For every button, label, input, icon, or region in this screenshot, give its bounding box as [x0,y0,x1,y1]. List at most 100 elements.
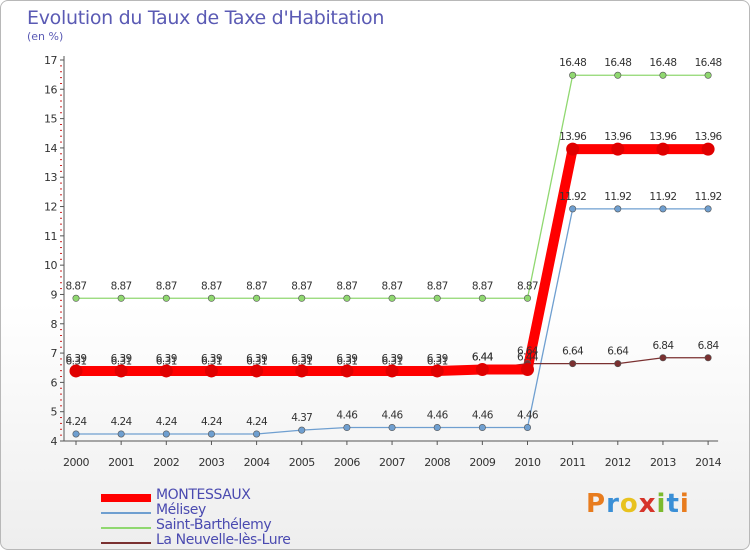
x-tick-label: 2012 [605,456,631,469]
data-label: 8.87 [156,280,177,292]
data-point [521,362,534,376]
series-lines [76,74,709,435]
data-label: 4.24 [111,416,133,428]
data-label: 11.92 [559,191,586,203]
y-tick-label: 4 [51,435,58,448]
data-label: 6.39 [336,353,357,365]
data-point [478,424,486,432]
data-label: 11.92 [649,191,676,203]
data-label: 6.39 [156,353,177,365]
data-point [298,426,306,434]
data-label: 8.87 [66,280,87,292]
data-point [569,205,577,213]
data-point [343,294,351,302]
y-tick-label: 12 [44,201,57,214]
x-tick-label: 2000 [63,456,89,469]
logo-letter: t [666,489,680,519]
data-point [253,294,261,302]
data-label: 8.87 [472,280,493,292]
data-point [250,364,264,378]
x-tick-label: 2008 [424,456,450,469]
x-tick-label: 2004 [244,456,270,469]
data-label: 6.39 [291,353,312,365]
legend-label: Mélisey [156,502,206,518]
data-label: 6.64 [607,346,629,358]
data-point [478,294,486,302]
data-point [162,430,170,438]
data-label: 6.31 [156,355,177,367]
data-point [704,205,712,213]
data-label: 8.87 [517,280,538,292]
data-label: 4.46 [472,410,494,422]
data-label: 6.84 [698,340,720,352]
legend-swatch [101,494,151,502]
data-point [114,364,128,378]
data-point [659,354,667,362]
data-label: 8.87 [336,280,357,292]
data-label: 4.37 [291,412,312,424]
data-point [656,142,670,156]
data-point [433,424,441,432]
series-line-0 [76,144,709,376]
data-label: 4.46 [382,410,404,422]
data-point [566,142,580,156]
logo-letter: o [619,489,639,519]
data-label: 6.39 [201,353,222,365]
data-point [72,294,80,302]
data-label: 6.44 [517,351,539,363]
data-point [162,294,170,302]
data-point [475,362,489,376]
data-point [569,360,577,368]
data-label: 8.87 [111,280,132,292]
data-point [388,294,396,302]
x-tick-label: 2001 [108,456,134,469]
data-label: 6.64 [517,346,539,358]
y-tick-label: 5 [51,406,58,419]
data-point [659,205,667,213]
data-label: 6.39 [427,353,448,365]
data-label: 4.46 [427,410,449,422]
data-point [704,71,712,79]
data-point [69,364,83,378]
legend-swatch [101,542,151,544]
data-point [117,294,125,302]
data-point [207,430,215,438]
data-point [614,360,622,368]
data-label: 4.46 [336,410,358,422]
data-point [614,71,622,79]
data-label: 6.44 [472,351,494,363]
data-labels: 4.24 4.24 4.24 4.24 4.24 4.37 4.46 4.46 4.46 4.46… [66,57,724,428]
data-label: 6.31 [291,355,312,367]
proxiti-logo: Proxiti [586,489,690,519]
data-label: 11.92 [695,191,722,203]
data-point [117,430,125,438]
data-point [523,294,531,302]
x-tick-label: 2011 [560,456,586,469]
data-point [433,294,441,302]
data-point [614,205,622,213]
data-point [295,364,309,378]
data-point [523,424,531,432]
legend-swatch [101,512,151,514]
data-label: 8.87 [201,280,222,292]
data-label: 8.87 [291,280,312,292]
data-point [611,142,625,156]
x-tick-label: 2013 [650,456,676,469]
legend-label: Saint-Barthélemy [156,517,272,533]
data-point [569,71,577,79]
x-tick-label: 2007 [379,456,405,469]
series-points [69,71,715,438]
y-tick-label: 16 [44,83,57,96]
data-label: 4.24 [66,416,88,428]
data-label: 8.87 [427,280,448,292]
data-point [388,424,396,432]
data-label: 4.46 [517,410,539,422]
chart-subtitle: (en %) [27,30,64,43]
data-label: 13.96 [649,131,677,143]
data-label: 4.24 [246,416,268,428]
data-point [701,142,715,156]
x-tick-label: 2002 [153,456,179,469]
x-tick-label: 2014 [695,456,721,469]
data-point [298,294,306,302]
